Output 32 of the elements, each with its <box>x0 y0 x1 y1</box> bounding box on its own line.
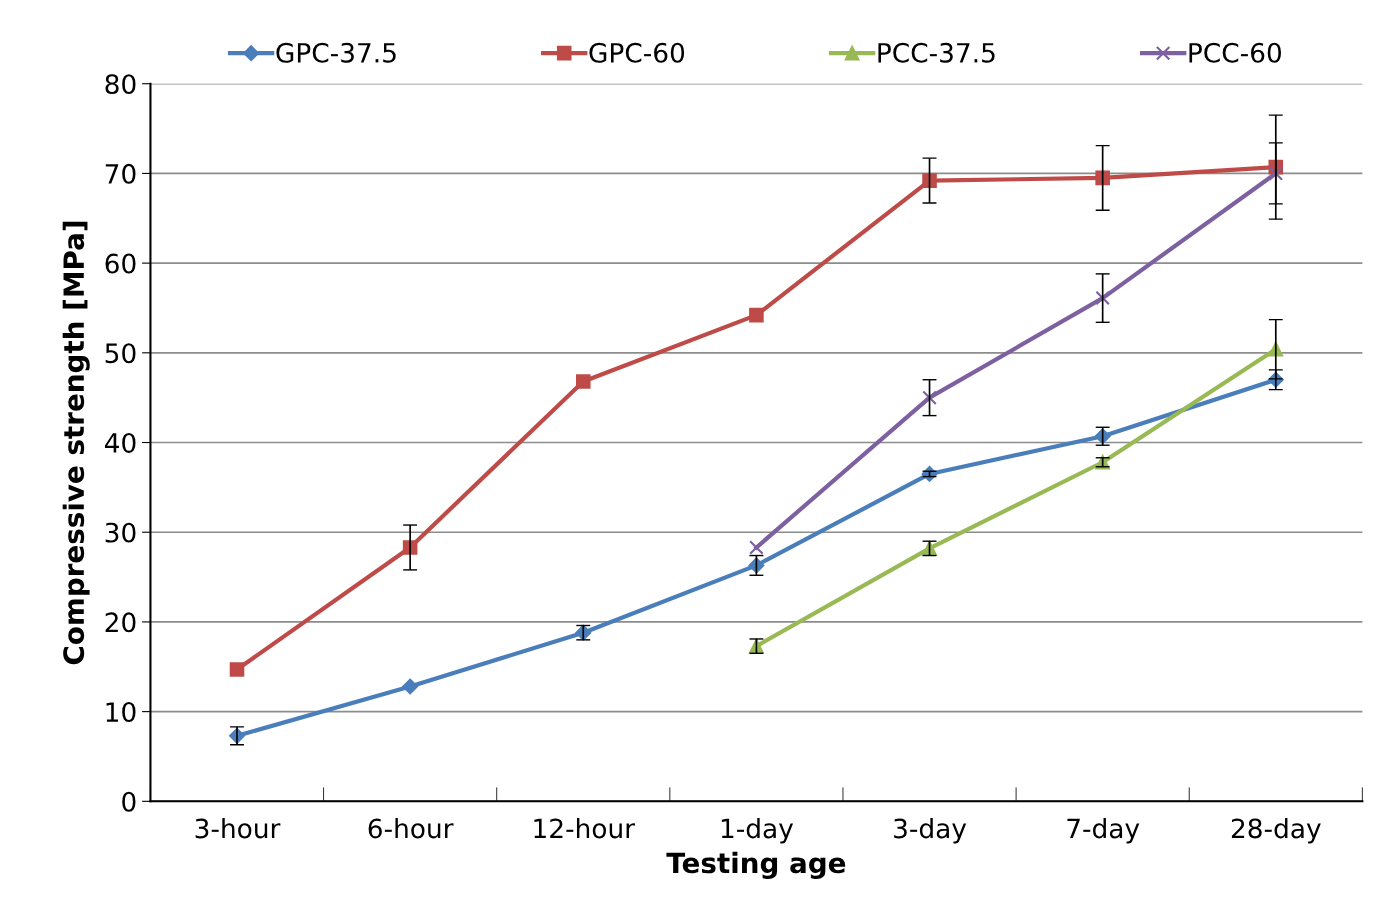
y-tick-label: 20 <box>105 612 136 633</box>
point <box>575 374 591 389</box>
point <box>1268 166 1284 181</box>
point <box>922 390 937 405</box>
y-tick-label: 50 <box>105 343 136 364</box>
point <box>229 662 245 677</box>
point <box>749 540 764 555</box>
x-tick-label: 28-day <box>1231 817 1321 844</box>
y-tick-label: 80 <box>105 74 136 95</box>
point <box>922 173 937 188</box>
x-tick-label: 1-day <box>721 817 794 844</box>
point <box>1095 170 1110 186</box>
y-tick-label: 70 <box>105 163 136 184</box>
x-axis-title: Testing age <box>666 851 846 879</box>
point <box>402 678 419 695</box>
y-tick-label: 10 <box>106 702 136 723</box>
point <box>749 307 764 323</box>
y-tick-label: 0 <box>122 791 136 812</box>
legend-label: PCC-60 <box>1189 42 1282 63</box>
legend-label: GPC-37.5 <box>276 42 396 63</box>
x-tick-label: 3-day <box>894 817 967 844</box>
point <box>1095 290 1110 306</box>
y-tick-label: 60 <box>105 253 136 274</box>
x-tick-label: 7-day <box>1067 817 1140 844</box>
x-tick-label: 6-hour <box>368 817 454 839</box>
x-tick-label: 3-hour <box>195 817 281 839</box>
x-tick-label: 12-hour <box>534 817 636 839</box>
legend-label: PCC-37.5 <box>878 42 995 63</box>
y-axis-title: Compressive strength [MPa] <box>62 221 90 665</box>
y-tick-label: 40 <box>104 432 136 453</box>
y-tick-label: 30 <box>105 522 136 543</box>
legend-label: GPC-60 <box>589 42 685 63</box>
